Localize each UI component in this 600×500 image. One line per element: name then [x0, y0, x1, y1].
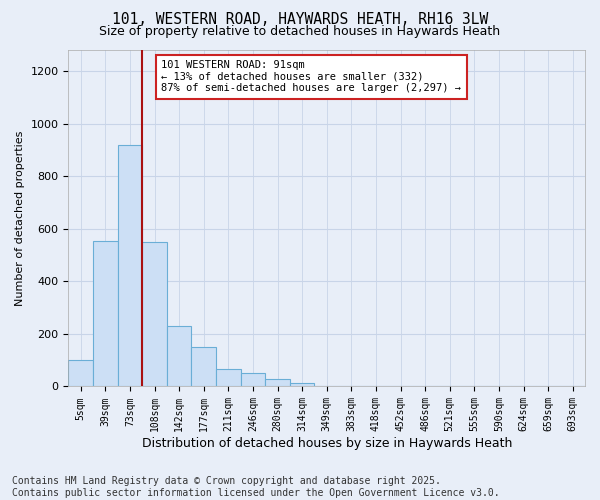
- Bar: [290, 382, 314, 386]
- Bar: [118, 144, 142, 386]
- Text: 101, WESTERN ROAD, HAYWARDS HEATH, RH16 3LW: 101, WESTERN ROAD, HAYWARDS HEATH, RH16 …: [112, 12, 488, 28]
- Bar: [241, 374, 265, 386]
- Text: Size of property relative to detached houses in Haywards Heath: Size of property relative to detached ho…: [100, 25, 500, 38]
- Bar: [68, 360, 93, 386]
- Bar: [167, 326, 191, 386]
- Text: 101 WESTERN ROAD: 91sqm
← 13% of detached houses are smaller (332)
87% of semi-d: 101 WESTERN ROAD: 91sqm ← 13% of detache…: [161, 60, 461, 94]
- Bar: [216, 370, 241, 386]
- Text: Contains HM Land Registry data © Crown copyright and database right 2025.
Contai: Contains HM Land Registry data © Crown c…: [12, 476, 500, 498]
- Bar: [142, 242, 167, 386]
- Bar: [93, 240, 118, 386]
- Bar: [191, 347, 216, 387]
- Y-axis label: Number of detached properties: Number of detached properties: [15, 130, 25, 306]
- X-axis label: Distribution of detached houses by size in Haywards Heath: Distribution of detached houses by size …: [142, 437, 512, 450]
- Bar: [265, 378, 290, 386]
